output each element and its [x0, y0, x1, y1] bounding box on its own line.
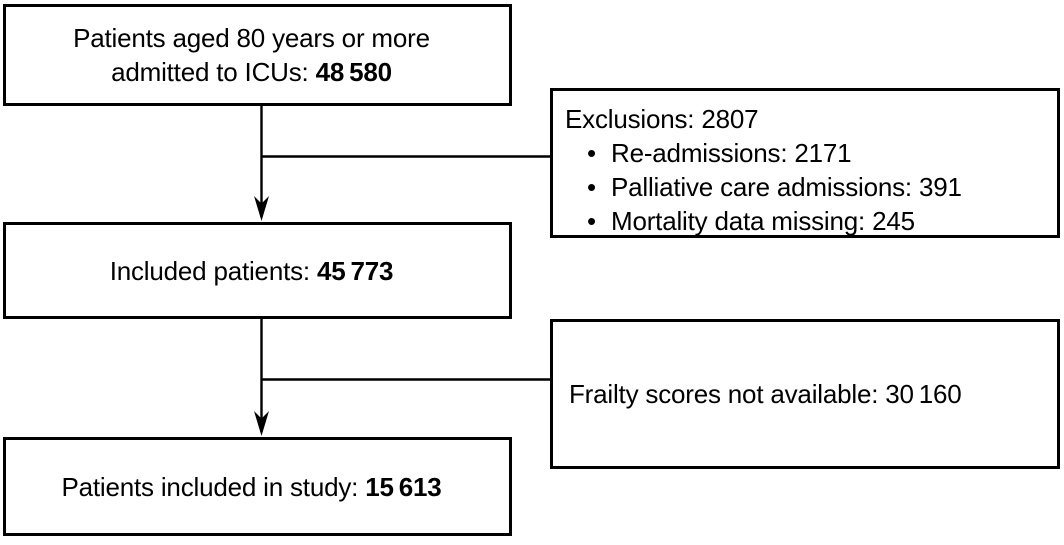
exclusion-item-palliative: • Palliative care admissions: 391	[565, 170, 1049, 204]
exclusion-item-label: Re-admissions: 2171	[611, 138, 852, 168]
bullet-icon: •	[587, 138, 596, 168]
box-frailty-not-available: Frailty scores not available: 30 160	[550, 319, 1060, 469]
exclusion-item-label: Mortality data missing: 245	[611, 206, 915, 236]
study-patients-line: Patients included in study: 15 613	[61, 470, 441, 504]
source-population-count: 48 580	[315, 57, 393, 87]
arrow-down-icon	[254, 411, 269, 436]
exclusion-item-readmissions: • Re-admissions: 2171	[565, 136, 1049, 170]
included-patients-line: Included patients: 45 773	[110, 254, 394, 288]
bullet-icon: •	[587, 172, 596, 202]
exclusion-item-mortality-missing: • Mortality data missing: 245	[565, 204, 1049, 238]
study-patients-count: 15 613	[365, 471, 442, 502]
source-population-label: admitted to ICUs:	[111, 57, 316, 87]
bullet-icon: •	[587, 206, 596, 236]
exclusion-item-label: Palliative care admissions: 391	[611, 172, 962, 202]
box-study-patients: Patients included in study: 15 613	[3, 437, 512, 536]
frailty-not-available-label: Frailty scores not available: 30 160	[569, 379, 962, 409]
exclusions-title: Exclusions: 2807	[565, 104, 759, 134]
source-population-line2: admitted to ICUs: 48 580	[111, 55, 392, 89]
box-exclusions: Exclusions: 2807 • Re-admissions: 2171 •…	[550, 88, 1060, 238]
box-included-patients: Included patients: 45 773	[3, 222, 512, 319]
arrow-down-icon	[254, 196, 269, 221]
included-patients-label: Included patients:	[109, 255, 317, 286]
included-patients-count: 45 773	[316, 255, 394, 286]
box-source-population: Patients aged 80 years or more admitted …	[3, 4, 512, 106]
study-patients-label: Patients included in study:	[61, 471, 366, 502]
source-population-line1: Patients aged 80 years or more	[73, 23, 430, 53]
